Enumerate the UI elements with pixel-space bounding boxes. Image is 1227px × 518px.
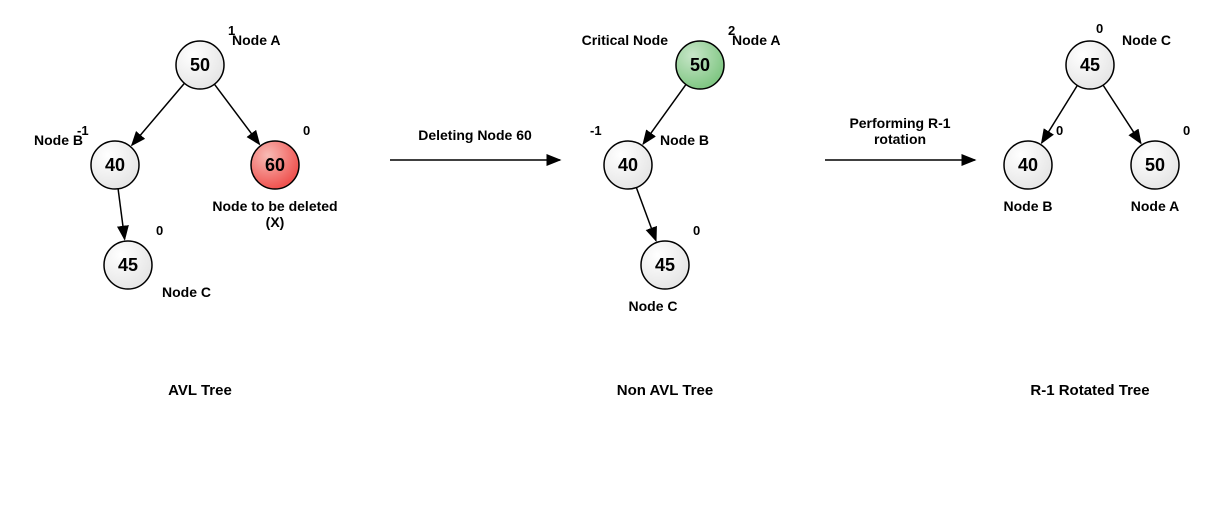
node-value: 45 bbox=[655, 255, 675, 275]
node-value: 40 bbox=[618, 155, 638, 175]
node-label: Node A bbox=[232, 32, 280, 48]
node-value: 45 bbox=[118, 255, 138, 275]
node-value: 50 bbox=[1145, 155, 1165, 175]
balance-factor: 0 bbox=[1056, 123, 1063, 138]
balance-factor: 0 bbox=[156, 223, 163, 238]
node-label: Node B bbox=[1004, 198, 1053, 214]
tree-edge bbox=[636, 188, 656, 241]
tree-edge bbox=[1103, 85, 1141, 143]
tree-caption: AVL Tree bbox=[168, 382, 232, 399]
node-label: Node C bbox=[162, 284, 211, 300]
node-label: Node C bbox=[1122, 32, 1171, 48]
tree-edge bbox=[132, 83, 185, 145]
transition-label: Performing R-1rotation bbox=[849, 115, 950, 147]
node-label: Node to be deleted(X) bbox=[212, 198, 337, 230]
node-label: Node C bbox=[629, 298, 678, 314]
balance-factor: 0 bbox=[693, 223, 700, 238]
tree-caption: R-1 Rotated Tree bbox=[1030, 382, 1149, 399]
tree-edge bbox=[214, 84, 259, 144]
node-value: 60 bbox=[265, 155, 285, 175]
balance-factor: -1 bbox=[590, 123, 602, 138]
node-label: Node B bbox=[34, 132, 83, 148]
node-value: 50 bbox=[190, 55, 210, 75]
node-value: 45 bbox=[1080, 55, 1100, 75]
node-value: 50 bbox=[690, 55, 710, 75]
node-label: Node B bbox=[660, 132, 709, 148]
node-label: Node A bbox=[732, 32, 780, 48]
balance-factor: 0 bbox=[1183, 123, 1190, 138]
node-label: Node A bbox=[1131, 198, 1179, 214]
transition-label: Deleting Node 60 bbox=[418, 127, 532, 143]
balance-factor: 0 bbox=[303, 123, 310, 138]
node-value: 40 bbox=[105, 155, 125, 175]
node-value: 40 bbox=[1018, 155, 1038, 175]
node-extra-label: Critical Node bbox=[582, 32, 669, 48]
avl-diagram: 501Node A40-1Node B600Node to be deleted… bbox=[0, 0, 1227, 518]
balance-factor: 0 bbox=[1096, 21, 1103, 36]
tree-caption: Non AVL Tree bbox=[617, 382, 713, 399]
tree-edge bbox=[118, 189, 125, 239]
